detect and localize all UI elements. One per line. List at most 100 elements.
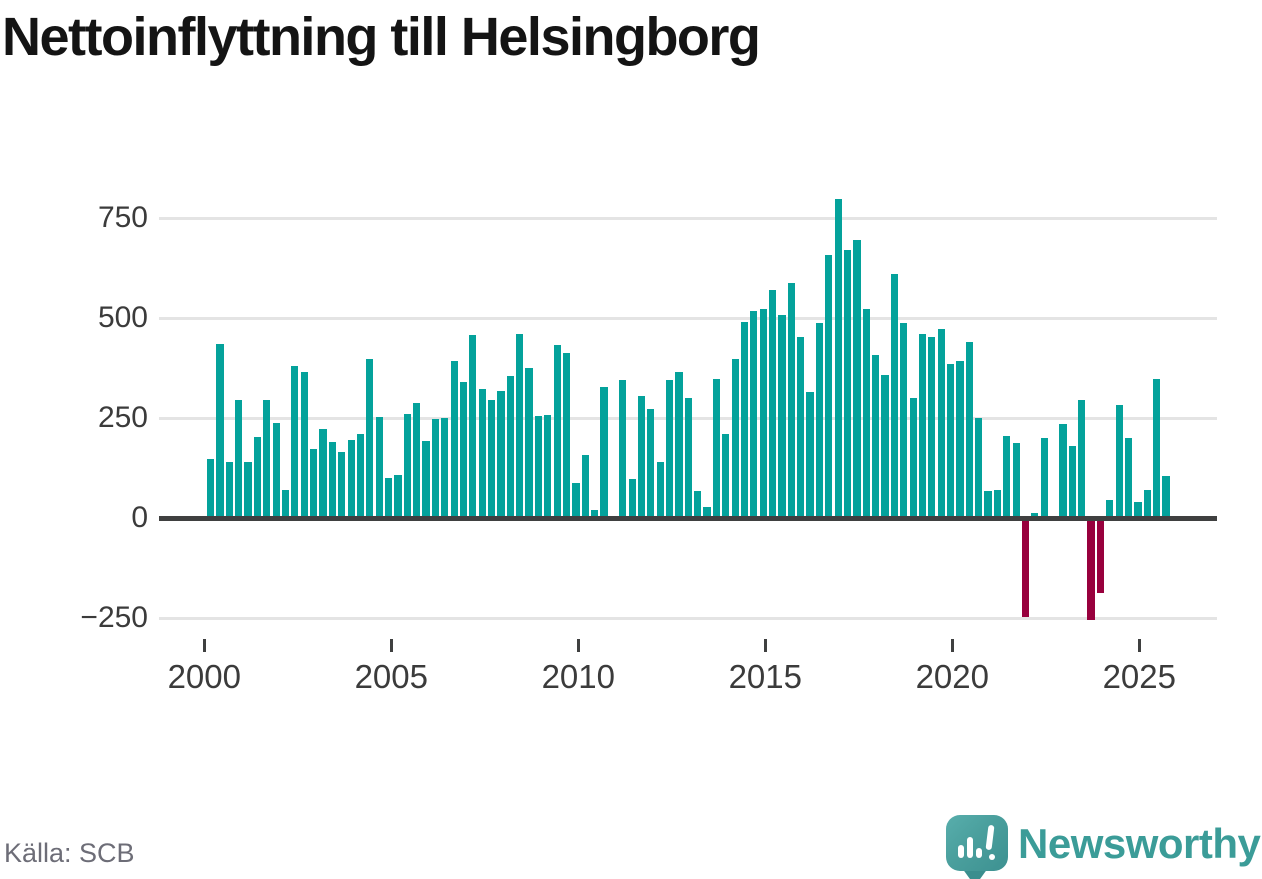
source-note: Källa: SCB xyxy=(4,838,135,868)
bar-positive xyxy=(319,428,327,518)
bar-positive xyxy=(993,489,1001,518)
bar-positive xyxy=(759,309,767,518)
bar-positive xyxy=(694,490,702,518)
x-axis-tick-mark xyxy=(763,639,767,652)
bar-positive xyxy=(244,461,252,518)
bar-positive xyxy=(797,336,805,518)
bar-positive xyxy=(619,380,627,518)
bar-positive xyxy=(703,506,711,518)
bar-positive xyxy=(965,342,973,518)
bar-positive xyxy=(1162,476,1170,518)
bar-positive xyxy=(413,403,421,518)
bar-positive xyxy=(235,400,243,518)
bar-positive xyxy=(975,418,983,518)
bar-positive xyxy=(853,239,861,518)
bar-positive xyxy=(272,422,280,518)
bar-positive xyxy=(881,374,889,518)
bar-positive xyxy=(918,333,927,518)
bar-positive xyxy=(459,382,468,518)
bar-positive xyxy=(356,434,365,518)
x-axis-tick-label: 2025 xyxy=(1102,658,1176,695)
logo-exclamation-icon xyxy=(985,824,995,851)
bar-positive xyxy=(684,398,692,518)
bar-positive xyxy=(637,395,646,518)
bar-positive xyxy=(347,440,355,518)
x-axis-tick-label: 2000 xyxy=(167,658,241,695)
bar-positive xyxy=(263,399,271,518)
bar-positive xyxy=(750,310,758,518)
logo-bubble-tail xyxy=(962,868,988,879)
bar-positive xyxy=(1115,405,1123,518)
bar-positive xyxy=(422,441,430,518)
y-axis-tick-label: 750 xyxy=(97,201,148,234)
newsworthy-logo-icon xyxy=(946,815,1008,871)
bar-positive xyxy=(300,372,308,518)
bar-positive xyxy=(506,376,514,518)
gridline xyxy=(159,316,1217,320)
bar-positive xyxy=(216,344,224,518)
x-axis-tick-mark xyxy=(389,639,393,652)
bar-positive xyxy=(937,329,945,518)
bar-positive xyxy=(1106,500,1114,518)
bar-negative xyxy=(1096,518,1105,593)
y-axis-tick-label: 0 xyxy=(131,501,148,534)
bar-positive xyxy=(469,334,477,518)
bar-positive xyxy=(497,391,505,518)
bar-positive xyxy=(478,389,486,518)
bar-positive xyxy=(872,354,880,518)
bar-positive xyxy=(675,372,683,518)
bar-positive xyxy=(291,366,299,518)
bar-positive xyxy=(825,254,833,518)
bar-positive xyxy=(656,462,664,518)
bar-positive xyxy=(338,452,346,518)
bar-positive xyxy=(281,490,290,518)
logo-exclamation-dot-icon xyxy=(989,854,995,860)
bar-positive xyxy=(1012,443,1020,518)
x-axis-tick-mark xyxy=(576,639,580,652)
bar-positive xyxy=(712,378,720,518)
x-axis-tick-label: 2020 xyxy=(915,658,989,695)
x-axis-tick-mark xyxy=(1137,639,1141,652)
zero-axis-line xyxy=(159,515,1217,521)
bar-positive xyxy=(1040,438,1048,518)
bar-positive xyxy=(384,478,393,518)
bar-positive xyxy=(740,322,749,518)
bar-positive xyxy=(488,400,496,518)
bar-positive xyxy=(441,418,449,518)
x-axis-tick-label: 2005 xyxy=(354,658,428,695)
bar-positive xyxy=(731,359,739,518)
bar-positive xyxy=(516,333,524,518)
gridline xyxy=(159,616,1217,620)
bar-positive xyxy=(769,290,777,518)
bar-positive xyxy=(778,314,786,518)
bar-positive xyxy=(909,397,917,518)
x-axis-tick-mark xyxy=(202,639,206,652)
brand-wordmark: Newsworthy xyxy=(1018,820,1261,867)
bar-positive xyxy=(1153,379,1161,518)
y-axis-tick-label: 250 xyxy=(97,401,148,434)
bar-positive xyxy=(1134,501,1142,518)
bar-positive xyxy=(544,415,552,518)
bar-positive xyxy=(394,475,402,518)
bar-positive xyxy=(1003,436,1011,518)
y-axis-tick-label: 500 xyxy=(97,301,148,334)
bar-positive xyxy=(1068,446,1076,518)
bar-positive xyxy=(843,250,852,518)
bar-positive xyxy=(1124,437,1133,518)
bar-positive xyxy=(928,337,936,518)
x-axis-tick-mark xyxy=(950,639,954,652)
bar-positive xyxy=(628,478,636,518)
x-axis-tick-label: 2015 xyxy=(728,658,802,695)
bar-positive xyxy=(834,198,842,518)
logo-chart-bar-icon xyxy=(967,837,973,858)
y-axis-tick-label: −250 xyxy=(80,601,148,634)
bar-positive xyxy=(1078,400,1086,518)
logo-chart-bar-icon xyxy=(976,848,982,858)
bar-positive xyxy=(806,391,814,518)
bar-positive xyxy=(431,419,439,518)
newsworthy-logo: Newsworthy xyxy=(946,812,1262,879)
bar-positive xyxy=(525,368,533,518)
bar-positive xyxy=(1059,423,1067,518)
